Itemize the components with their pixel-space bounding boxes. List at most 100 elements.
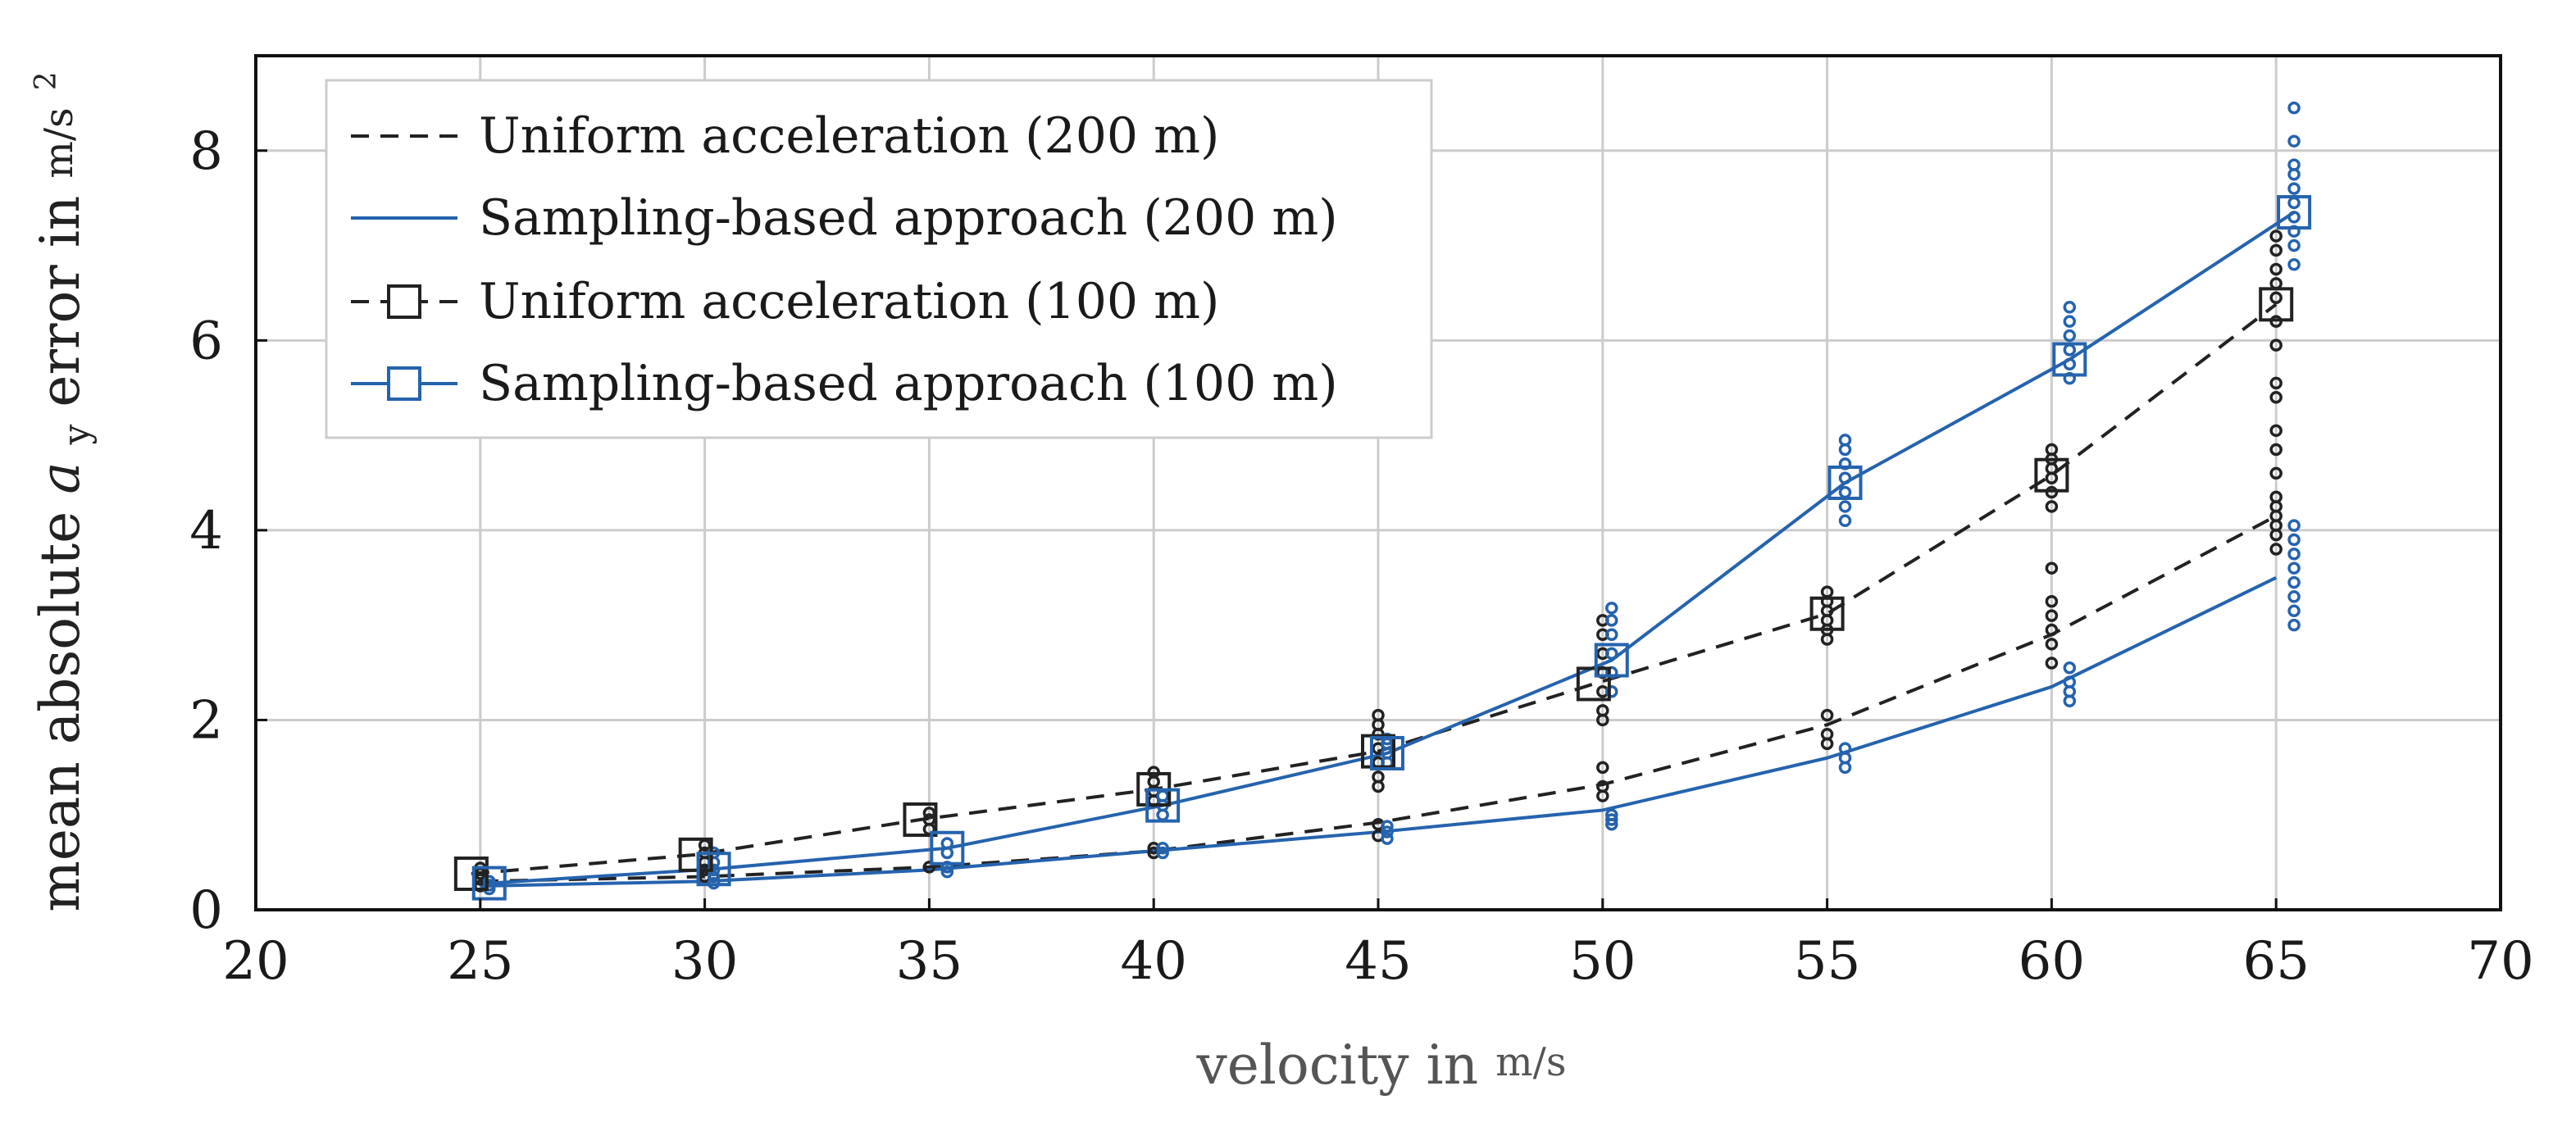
y-tick-label: 8 (189, 121, 223, 182)
scatter-point (1156, 846, 1169, 860)
scatter-point (2287, 239, 2301, 252)
scatter-point (2287, 519, 2301, 532)
scatter-point (1381, 832, 1394, 845)
y-axis-title-unit: m/s (36, 107, 82, 178)
scatter-point (2287, 134, 2301, 148)
scatter-point (2045, 623, 2059, 637)
scatter-point (2269, 424, 2282, 438)
y-tick-label: 6 (189, 311, 223, 371)
scatter-point (2269, 543, 2282, 556)
scatter-point (2269, 376, 2282, 390)
scatter-point (1605, 647, 1618, 661)
series-marker (453, 857, 489, 892)
scatter-point (922, 807, 936, 820)
scatter-layer (474, 101, 2301, 896)
scatter-point (2269, 262, 2282, 276)
series-marker (696, 852, 731, 887)
legend-box (325, 79, 1433, 439)
scatter-point (1605, 808, 1618, 821)
legend-marker-2 (387, 284, 421, 319)
series-marker (1369, 735, 1404, 770)
scatter-point (940, 865, 954, 879)
scatter-point (2063, 357, 2077, 371)
legend-label-2: Uniform acceleration (100 m) (479, 273, 1219, 330)
scatter-point (1605, 614, 1618, 627)
y-axis-title-var: a (29, 461, 92, 493)
y-tick-label: 4 (189, 501, 223, 561)
scatter-point (1156, 841, 1169, 855)
scatter-point (1596, 779, 1609, 793)
y-axis-title-suffix: error in (29, 196, 92, 407)
scatter-point (2063, 343, 2077, 357)
x-axis-title-main: velocity in (1196, 1034, 1479, 1097)
scatter-point (2287, 158, 2301, 171)
scatter-point (2287, 182, 2301, 195)
scatter-point (1381, 820, 1394, 833)
scatter-point (2063, 301, 2077, 314)
y-tick-label: 0 (189, 880, 223, 941)
scatter-point (1838, 514, 1852, 528)
series-marker (1594, 643, 1629, 678)
scatter-point (1820, 708, 1834, 722)
x-tick-label: 70 (2467, 931, 2533, 992)
series-marker (2277, 195, 2312, 230)
series-marker (903, 802, 938, 838)
x-ticks: 20 25 30 35 40 45 50 55 60 65 70 (222, 898, 2534, 992)
scatter-point (1596, 704, 1609, 717)
x-axis-title: velocity in m/s (1196, 1034, 1567, 1097)
scatter-point (1838, 500, 1852, 513)
series-line-0 (480, 514, 2278, 884)
scatter-point (2269, 229, 2282, 243)
scatter-point (1820, 728, 1834, 741)
marker-layer (453, 195, 2312, 901)
scatter-point (2063, 329, 2077, 343)
scatter-point (922, 813, 936, 826)
scatter-point (2287, 575, 2301, 589)
series-marker (1809, 596, 1845, 631)
series-line-3 (489, 211, 2296, 885)
series-marker (2052, 342, 2087, 377)
x-tick-label: 60 (2018, 931, 2085, 992)
scatter-point (2045, 594, 2059, 608)
scatter-point (2287, 211, 2301, 224)
scatter-point (2287, 101, 2301, 115)
y-axis-title-unit-exp: 2 (30, 71, 63, 90)
scatter-point (1838, 471, 1852, 484)
scatter-point (1596, 761, 1609, 775)
x-tick-label: 50 (1569, 931, 1636, 992)
scatter-point (1605, 684, 1618, 698)
scatter-point (1838, 434, 1852, 447)
scatter-point (1605, 602, 1618, 615)
scatter-point (2287, 257, 2301, 271)
series-marker (2034, 457, 2069, 493)
scatter-point (2045, 657, 2059, 670)
scatter-point (1605, 666, 1618, 679)
scatter-point (2269, 243, 2282, 257)
scatter-point (483, 875, 496, 888)
scatter-point (2063, 675, 2077, 688)
y-tick-label: 2 (189, 690, 223, 751)
scatter-point (2269, 291, 2282, 304)
x-tick-label: 45 (1345, 931, 1411, 992)
scatter-point (707, 870, 721, 884)
scatter-point (940, 837, 954, 850)
scatter-point (2287, 548, 2301, 561)
x-tick-label: 35 (896, 931, 963, 992)
scatter-point (1372, 770, 1385, 784)
scatter-point (1838, 485, 1852, 499)
series-marker (1145, 788, 1181, 823)
scatter-point (1605, 813, 1618, 826)
scatter-point (2269, 490, 2282, 504)
series-marker (2259, 287, 2294, 322)
series-marker (1576, 666, 1611, 702)
scatter-point (2045, 609, 2059, 622)
legend-label-3: Sampling-based approach (100 m) (479, 355, 1338, 412)
scatter-point (2287, 533, 2301, 547)
scatter-point (2063, 661, 2077, 675)
scatter-point (1605, 628, 1618, 641)
x-tick-label: 65 (2242, 931, 2309, 992)
scatter-point (2287, 561, 2301, 575)
scatter-point (2287, 590, 2301, 603)
scatter-point (2269, 443, 2282, 457)
x-tick-label: 40 (1120, 931, 1186, 992)
